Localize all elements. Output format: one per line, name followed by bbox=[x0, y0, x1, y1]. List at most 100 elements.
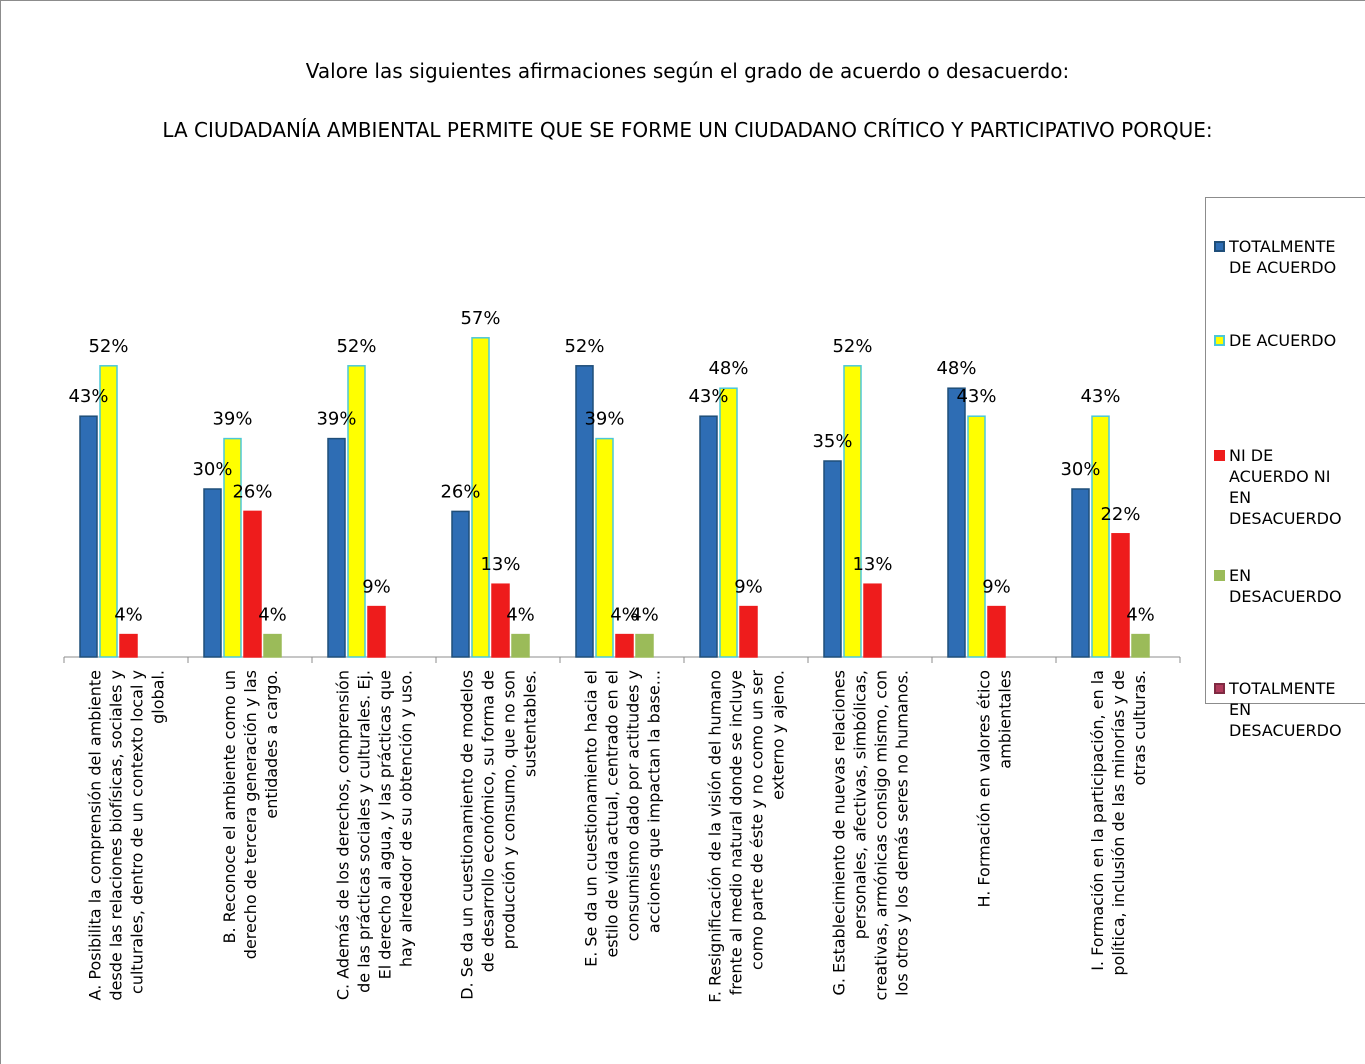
data-label: 52% bbox=[336, 336, 376, 357]
category-label: C. Además de los derechos, comprensión de… bbox=[334, 670, 416, 1000]
category-label-line: D. Se da un cuestionamiento de modelos bbox=[458, 670, 477, 1000]
category-label-line: otras culturas. bbox=[1130, 670, 1149, 785]
legend-swatch bbox=[1214, 335, 1225, 346]
category-label-line: consumismo dado por actitudes y bbox=[624, 670, 643, 941]
category-label-line: I. Formación en la participación, en la bbox=[1088, 670, 1107, 971]
bar bbox=[1131, 633, 1150, 658]
category-label-line: personales, afectivas, simbólicas, bbox=[851, 670, 870, 939]
legend-label: TOTALMENTE EN DESACUERDO bbox=[1229, 679, 1342, 740]
bar bbox=[79, 415, 98, 658]
legend-swatch bbox=[1214, 450, 1225, 461]
category-label: B. Reconoce el ambiente como un derecho d… bbox=[220, 670, 281, 959]
data-label: 13% bbox=[852, 554, 892, 575]
data-label: 39% bbox=[212, 409, 252, 430]
category-label-line: E. Se da un cuestionamiento hacia el bbox=[582, 670, 601, 967]
bar bbox=[615, 633, 634, 658]
category-label: E. Se da un cuestionamiento hacia el esti… bbox=[582, 670, 664, 967]
bar bbox=[595, 437, 614, 658]
category-label-line: estilo de vida actual, centrado en el bbox=[603, 670, 622, 958]
bar bbox=[575, 365, 594, 658]
data-label: 39% bbox=[316, 409, 356, 430]
category-label-line: creativas, armónicas consigo mismo, con bbox=[872, 670, 891, 1000]
bar bbox=[635, 633, 654, 658]
category-label: A. Posibilita la comprensión del ambient… bbox=[86, 670, 168, 1001]
data-label: 30% bbox=[1060, 459, 1100, 480]
legend-label: EN DESACUERDO bbox=[1229, 566, 1342, 606]
bar bbox=[471, 337, 490, 658]
category-label-line: derecho de tercera generación y las bbox=[241, 670, 260, 959]
bar bbox=[843, 365, 862, 658]
category-label-line: los otros y los demás seres no humanos. bbox=[893, 670, 912, 996]
data-label: 30% bbox=[192, 459, 232, 480]
data-label: 9% bbox=[982, 577, 1011, 598]
category-label-line: F. Resignificación de la visión del huma… bbox=[706, 670, 725, 1003]
chart-title: Valore las siguientes afirmaciones según… bbox=[305, 59, 1070, 83]
data-label: 9% bbox=[362, 577, 391, 598]
data-label: 4% bbox=[258, 605, 287, 626]
category-label-line: frente al medio natural donde se incluye bbox=[727, 670, 746, 995]
category-label: I. Formación en la participación, en la p… bbox=[1088, 670, 1149, 976]
category-label-line: entidades a cargo. bbox=[262, 670, 281, 819]
bar bbox=[967, 415, 986, 658]
data-label: 43% bbox=[956, 386, 996, 407]
category-label-line: A. Posibilita la comprensión del ambient… bbox=[86, 670, 105, 1000]
bar bbox=[1091, 415, 1110, 658]
legend-label: TOTALMENTE DE ACUERDO bbox=[1229, 237, 1337, 277]
data-label: 52% bbox=[832, 336, 872, 357]
bar bbox=[823, 460, 842, 658]
legend-swatch bbox=[1214, 570, 1225, 581]
data-label: 52% bbox=[564, 336, 604, 357]
bar bbox=[511, 633, 530, 658]
category-label-line: hay alrededor de su obtención y uso. bbox=[397, 670, 416, 967]
data-label: 57% bbox=[460, 308, 500, 329]
data-label: 52% bbox=[88, 336, 128, 357]
data-label: 9% bbox=[734, 577, 763, 598]
bar bbox=[367, 605, 386, 658]
legend-swatch bbox=[1214, 683, 1225, 694]
chart-subtitle: LA CIUDADANÍA AMBIENTAL PERMITE QUE SE F… bbox=[162, 118, 1213, 142]
category-label: G. Establecimiento de nuevas relaciones p… bbox=[830, 670, 912, 1000]
category-label-line: H. Formación en valores ético bbox=[975, 670, 994, 908]
data-label: 48% bbox=[708, 358, 748, 379]
bar bbox=[719, 387, 738, 658]
category-label: F. Resignificación de la visión del huma… bbox=[706, 670, 788, 1003]
data-label: 35% bbox=[812, 431, 852, 452]
data-label: 39% bbox=[584, 409, 624, 430]
data-label: 4% bbox=[506, 605, 535, 626]
category-label-line: de las prácticas sociales y culturales. … bbox=[355, 670, 374, 993]
category-label-line: producción y consumo, que no son bbox=[500, 670, 519, 949]
category-label-line: externo y ajeno. bbox=[769, 670, 788, 800]
bar bbox=[203, 488, 222, 658]
data-label: 4% bbox=[1126, 605, 1155, 626]
bar bbox=[739, 605, 758, 658]
category-label-line: acciones que impactan la base... bbox=[645, 670, 664, 933]
bar bbox=[1111, 533, 1130, 658]
category-label-line: global. bbox=[149, 670, 168, 724]
bar bbox=[119, 633, 138, 658]
bar bbox=[451, 510, 470, 658]
data-label: 48% bbox=[936, 358, 976, 379]
bar bbox=[99, 365, 118, 658]
category-label-line: C. Además de los derechos, comprensión bbox=[334, 670, 353, 1000]
category-label: H. Formación en valores ético ambientales bbox=[975, 670, 1015, 908]
data-label: 26% bbox=[232, 481, 272, 502]
bar bbox=[347, 365, 366, 658]
legend: TOTALMENTE DE ACUERDO DE ACUERDO NI DE ACUER… bbox=[1205, 197, 1365, 740]
legend-swatch bbox=[1214, 241, 1225, 252]
bar bbox=[699, 415, 718, 658]
legend-label: DE ACUERDO bbox=[1229, 331, 1337, 350]
category-label-line: como parte de éste y no como un ser bbox=[748, 670, 767, 970]
category-label-line: de desarrollo económico, su forma de bbox=[479, 670, 498, 972]
data-label: 22% bbox=[1100, 504, 1140, 525]
data-label: 4% bbox=[630, 605, 659, 626]
data-label: 26% bbox=[440, 481, 480, 502]
data-label: 4% bbox=[610, 605, 639, 626]
category-label-line: desde las relaciones biofísicas, sociale… bbox=[107, 670, 126, 1001]
data-label: 43% bbox=[1080, 386, 1120, 407]
category-label-line: culturales, dentro de un contexto local … bbox=[128, 670, 147, 994]
data-label: 4% bbox=[114, 605, 143, 626]
category-label-line: El derecho al agua, y las prácticas que bbox=[376, 670, 395, 979]
category-label-line: ambientales bbox=[996, 670, 1015, 769]
